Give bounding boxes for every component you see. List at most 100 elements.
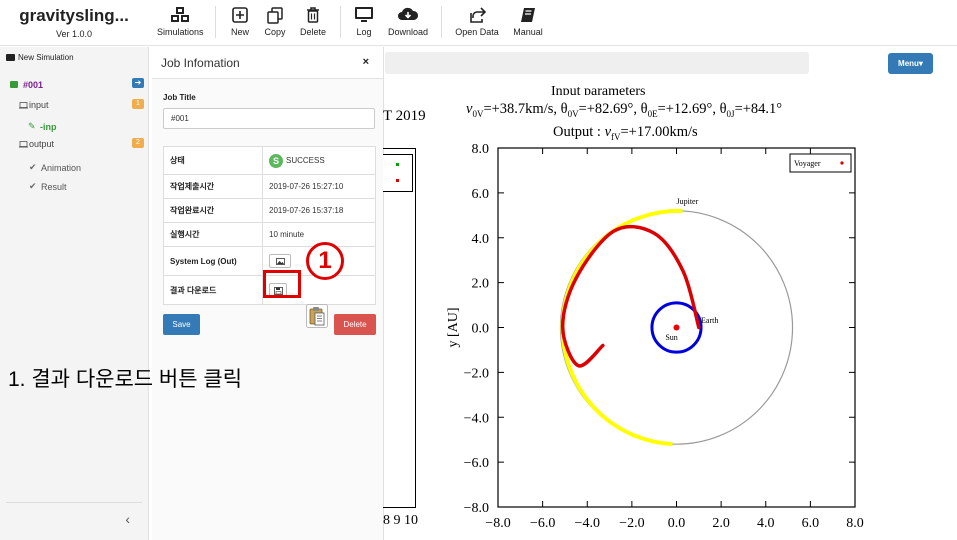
y-axis-label: y [AU] [446, 307, 461, 347]
animation-label: Animation [41, 163, 82, 173]
input-count-badge: 1 [132, 99, 144, 109]
left-plot-legend [383, 154, 413, 192]
submit-time-value: 2019-07-26 15:27:10 [262, 174, 376, 199]
earth-label: Earth [701, 316, 718, 325]
y-tick-label: 8.0 [472, 142, 490, 157]
job-info-panel: Job Infomation × Job Title #001 상태 S SUCC… [152, 47, 384, 540]
trash-icon [307, 7, 319, 23]
x-tick-label: −2.0 [619, 516, 644, 531]
save-icon [274, 287, 283, 295]
voyager-trajectory [560, 224, 701, 368]
complete-time-key: 작업완료시간 [163, 198, 263, 223]
sidebar-item-animation[interactable]: ✔ Animation [0, 161, 148, 179]
sidebar-item-output[interactable]: output 2 [0, 138, 148, 156]
manual-label: Manual [513, 27, 543, 37]
complete-time-value: 2019-07-26 15:37:18 [262, 198, 376, 223]
success-status-icon: S [269, 153, 283, 168]
y-tick-label: −2.0 [464, 366, 489, 381]
sidebar-item-input-file[interactable]: ✎ -inp [0, 120, 148, 138]
left-plot-frame [383, 148, 416, 508]
check-icon: ✔ [29, 162, 37, 172]
x-tick-label: 2.0 [712, 516, 730, 531]
log-button[interactable]: Log [352, 6, 376, 37]
sidebar-item-job[interactable]: #001 ➔ [0, 78, 148, 96]
result-download-key: 결과 다운로드 [163, 275, 263, 305]
open-data-label: Open Data [455, 27, 499, 37]
left-plot-title-fragment: T 2019 [383, 108, 426, 124]
simulations-label: Simulations [157, 27, 204, 37]
log-label: Log [356, 27, 372, 37]
laptop-icon [19, 140, 28, 150]
legend-marker [396, 163, 399, 166]
copy-icon [267, 7, 283, 24]
edit-icon: ✎ [28, 121, 36, 131]
x-tick-label: −4.0 [575, 516, 600, 531]
open-data-button[interactable]: Open Data [455, 6, 499, 37]
x-tick-label: −8.0 [485, 516, 510, 531]
toolbar-divider [215, 6, 216, 38]
sidebar-collapse-bar: ‹ [6, 502, 142, 536]
job-panel-header: Job Infomation × [152, 47, 383, 79]
result-download-cell [262, 275, 376, 305]
manual-button[interactable]: Manual [511, 6, 545, 37]
y-tick-label: −8.0 [464, 501, 489, 516]
legend-marker [840, 161, 844, 165]
laptop-icon [19, 101, 28, 111]
copy-button[interactable]: Copy [262, 6, 288, 37]
new-label: New [230, 27, 249, 37]
app-version: Ver 1.0.0 [55, 29, 93, 39]
y-tick-label: 6.0 [472, 187, 490, 202]
sidebar-item-input[interactable]: input 1 [0, 99, 148, 117]
status-value: SUCCESS [286, 155, 325, 165]
check-icon: ✔ [29, 181, 37, 191]
earth-orbit [650, 301, 703, 354]
clipboard-icon[interactable] [306, 304, 328, 333]
x-tick-label: 6.0 [802, 516, 820, 531]
input-file-label: -inp [40, 122, 57, 132]
output-count-badge: 2 [132, 138, 144, 148]
chevron-left-icon[interactable]: ‹ [125, 511, 130, 527]
job-title-label: Job Title [163, 93, 196, 102]
legend-marker [396, 179, 399, 182]
job-panel-title: Job Infomation [161, 56, 240, 70]
delete-toolbar-button[interactable]: Delete [298, 6, 328, 37]
sidebar: New Simulation #001 ➔ input 1 ✎ -inp out… [0, 47, 149, 540]
menu-button[interactable]: Menu▾ [888, 53, 933, 74]
trajectory-plot: −8.0 −6.0 −4.0 −2.0 0.0 2.0 4.0 6.0 8.0 8.0 6.0 4.0… [446, 142, 864, 531]
step-marker: 1 [306, 242, 344, 280]
status-key: 상태 [163, 146, 263, 175]
sun-label: Sun [665, 333, 677, 342]
download-button[interactable]: Download [388, 6, 428, 37]
arrow-right-icon[interactable]: ➔ [132, 78, 144, 88]
delete-button[interactable]: Delete [334, 314, 376, 335]
image-icon [276, 258, 285, 265]
y-tick-label: 4.0 [472, 232, 490, 247]
y-tick-label: 2.0 [472, 277, 490, 292]
jupiter-label: Jupiter [677, 197, 699, 206]
jupiter-traversed-arc [560, 208, 683, 447]
input-label: input [29, 100, 49, 110]
simulations-button[interactable]: Simulations [157, 6, 204, 37]
job-title-input[interactable]: #001 [163, 108, 375, 129]
runtime-key: 실행시간 [163, 222, 263, 247]
x-tick-label: 4.0 [757, 516, 775, 531]
save-button[interactable]: Save [163, 314, 200, 335]
job-name: #001 [23, 80, 44, 90]
plot-title-line1: Input parameters [551, 85, 646, 95]
toolbar-divider [340, 6, 341, 38]
job-info-table: 상태 S SUCCESS 작업제출시간 2019-07-26 15:27:10 작… [163, 146, 376, 305]
plus-square-icon [232, 7, 248, 23]
instruction-caption: 1. 결과 다운로드 버튼 클릭 [8, 368, 243, 391]
system-log-button[interactable] [269, 254, 291, 268]
result-label: Result [41, 182, 67, 192]
close-icon[interactable]: × [362, 56, 369, 68]
toolbar-divider [441, 6, 442, 38]
x-tick-label: −6.0 [530, 516, 555, 531]
left-plot-tick-fragment: 8 9 10 [383, 513, 418, 528]
plot-title-line2: v0V=+38.7km/s, θ0V=+82.69°, θ0E=+12.69°,… [466, 101, 783, 119]
new-button[interactable]: New [226, 6, 254, 37]
sidebar-item-result[interactable]: ✔ Result [0, 180, 148, 198]
table-row: 상태 S SUCCESS [163, 146, 376, 175]
new-simulation-item[interactable]: New Simulation [6, 53, 74, 62]
y-tick-label: −6.0 [464, 456, 489, 471]
